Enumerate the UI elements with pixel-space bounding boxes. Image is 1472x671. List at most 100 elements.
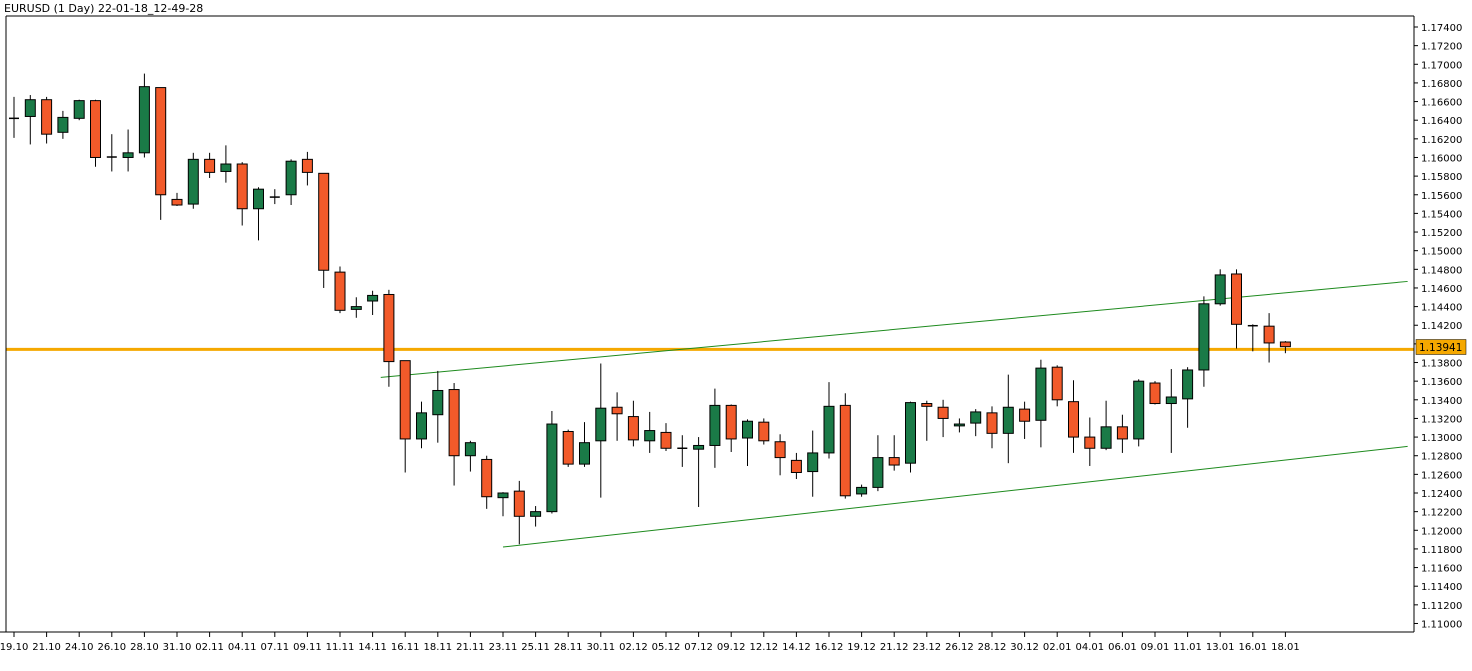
x-tick-label: 21.12 [880,642,909,653]
candle [937,399,949,438]
candle [856,484,868,497]
x-tick-label: 06.01 [1108,642,1137,653]
x-tick-label: 26.12 [945,642,974,653]
candle [171,192,183,206]
candle-body [464,442,476,457]
y-tick-label: 1.12000 [1421,526,1462,537]
x-tick-label: 14.12 [782,642,811,653]
y-tick-label: 1.17400 [1421,23,1462,34]
candle-body [562,430,574,465]
candle-body [611,406,623,415]
candle-body [1214,274,1226,305]
candle [155,87,167,220]
x-tick-label: 23.12 [912,642,941,653]
candle [1263,313,1275,363]
candle [627,400,639,447]
candle-body [1068,401,1079,438]
y-axis: 1.17400 1.17200 1.17000 1.16800 1.16600 1.164… [1414,23,1462,630]
candle-body [1084,436,1096,449]
y-tick-label: 1.13000 [1421,433,1462,444]
candle [758,418,770,445]
candle-body [1263,325,1275,344]
x-tick-label: 05.12 [652,642,681,653]
x-axis: 19.10 21.10 24.10 26.10 28.10 31.10 02.11 04.11… [0,632,1300,653]
candle [921,400,933,441]
candle-body [138,86,150,154]
x-tick-label: 14.11 [358,642,387,653]
candle-body [122,152,134,158]
candle-body [758,421,770,442]
candle [562,429,574,467]
candle [416,401,427,449]
candle [660,423,672,452]
candle [138,73,150,158]
candle-body [644,430,656,442]
candle-body [742,420,753,439]
y-tick-label: 1.14600 [1421,284,1462,295]
candle-body [579,442,590,465]
candle-body [1149,382,1161,405]
y-tick-label: 1.12200 [1421,508,1462,519]
x-tick-label: 28.11 [554,642,583,653]
candle-body [921,403,933,407]
candle [285,159,297,206]
candle-body [1231,273,1242,325]
x-tick-label: 16.11 [391,642,420,653]
candle [1051,365,1063,407]
candle-body [1051,366,1063,401]
y-tick-label: 1.12400 [1421,489,1462,500]
x-tick-label: 19.10 [0,642,28,653]
candle-body [155,87,167,196]
x-tick-label: 25.11 [521,642,550,653]
candle-body [481,458,493,498]
candle-body [888,457,900,466]
candle-body [90,100,101,158]
candle [187,152,199,209]
candle-body [285,160,297,196]
candle [204,152,216,178]
candle [269,189,280,205]
candle [579,422,590,467]
candle-body [301,158,313,173]
y-tick-label: 1.13600 [1421,377,1462,388]
candle [1100,400,1112,451]
price-badge-box [1415,339,1467,355]
candle [546,410,558,514]
candle [790,452,802,480]
candle-body [546,423,558,513]
candle [513,480,525,545]
y-tick-label: 1.14200 [1421,321,1462,332]
candle-body [856,486,868,495]
candle-body [839,404,851,497]
candle [888,435,900,471]
candle [1231,269,1242,349]
candle [236,162,248,226]
chart-header-title: EURUSD (1 Day) 22-01-18_12-49-28 [4,2,203,15]
y-tick-label: 1.15800 [1421,172,1462,183]
candle-body [790,459,802,473]
candle [41,96,53,144]
candle-body [318,172,330,271]
x-tick-label: 11.11 [326,642,355,653]
candle [57,110,69,139]
y-tick-label: 1.16000 [1421,153,1462,164]
candle [953,418,965,433]
y-tick-label: 1.15200 [1421,228,1462,239]
candle [839,393,851,499]
candle [1149,381,1161,405]
x-tick-label: 18.11 [423,642,452,653]
y-tick-label: 1.17000 [1421,60,1462,71]
x-tick-label: 09.12 [717,642,746,653]
candle [693,437,705,507]
y-tick-label: 1.16200 [1421,135,1462,146]
candle-body [725,404,737,440]
y-tick-label: 1.11200 [1421,601,1462,612]
x-tick-label: 09.01 [1141,642,1170,653]
candle [709,388,721,468]
candle-body [220,163,232,172]
candle-body [350,306,362,310]
candle [872,435,884,492]
candle-body [1019,408,1031,422]
candle [9,96,19,138]
candle-body [513,490,525,517]
